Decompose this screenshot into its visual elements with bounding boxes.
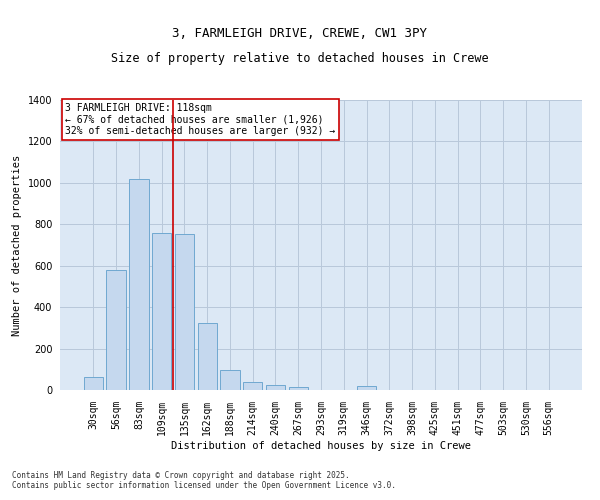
Text: 3, FARMLEIGH DRIVE, CREWE, CW1 3PY: 3, FARMLEIGH DRIVE, CREWE, CW1 3PY xyxy=(173,27,427,40)
Text: Size of property relative to detached houses in Crewe: Size of property relative to detached ho… xyxy=(111,52,489,65)
Bar xyxy=(220,370,239,390)
Bar xyxy=(243,382,262,390)
Bar xyxy=(266,385,285,390)
Bar xyxy=(84,376,103,390)
Bar xyxy=(152,232,172,390)
Bar xyxy=(129,178,149,390)
Text: 3 FARMLEIGH DRIVE: 118sqm
← 67% of detached houses are smaller (1,926)
32% of se: 3 FARMLEIGH DRIVE: 118sqm ← 67% of detac… xyxy=(65,103,335,136)
Bar xyxy=(289,387,308,390)
Text: Contains HM Land Registry data © Crown copyright and database right 2025.
Contai: Contains HM Land Registry data © Crown c… xyxy=(12,470,396,490)
X-axis label: Distribution of detached houses by size in Crewe: Distribution of detached houses by size … xyxy=(171,440,471,450)
Bar xyxy=(197,322,217,390)
Y-axis label: Number of detached properties: Number of detached properties xyxy=(12,154,22,336)
Bar xyxy=(106,270,126,390)
Bar xyxy=(357,386,376,390)
Bar xyxy=(175,234,194,390)
